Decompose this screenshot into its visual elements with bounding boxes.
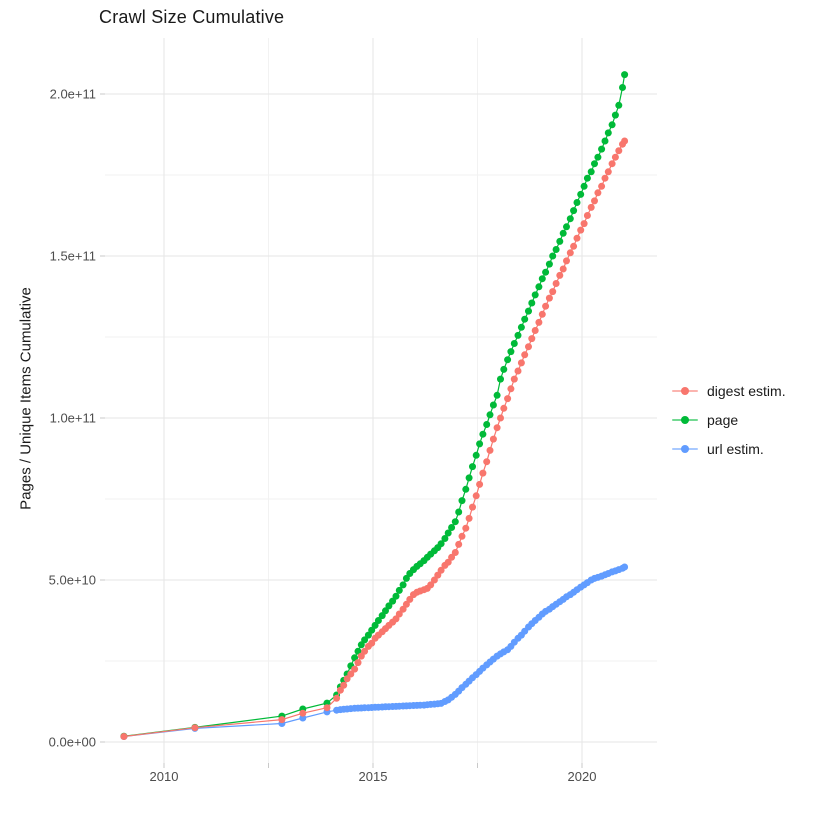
y-axis-title: Pages / Unique Items Cumulative xyxy=(17,287,35,510)
series-url-estim- xyxy=(120,563,629,740)
legend: digest estim. page url estim. xyxy=(672,381,786,459)
chart-title: Crawl Size Cumulative xyxy=(99,7,285,27)
legend-key-digest xyxy=(672,383,698,399)
legend-key-url xyxy=(672,441,698,457)
x-tick-label: 2010 xyxy=(150,769,179,784)
y-tick-label: 0.0e+00 xyxy=(49,735,96,750)
legend-label-digest: digest estim. xyxy=(707,383,786,399)
x-tick-label: 2015 xyxy=(359,769,388,784)
series-digest-estim- xyxy=(120,137,629,740)
y-tick-label: 5.0e+10 xyxy=(49,573,96,588)
legend-item-page: page xyxy=(672,410,786,430)
legend-dot-icon xyxy=(681,387,689,395)
y-tick-label: 2.0e+11 xyxy=(50,87,96,102)
legend-key-page xyxy=(672,412,698,428)
y-tick-label: 1.5e+11 xyxy=(50,249,96,264)
legend-dot-icon xyxy=(681,445,689,453)
legend-label-url: url estim. xyxy=(707,441,764,457)
legend-label-page: page xyxy=(707,412,739,428)
x-tick-label: 2020 xyxy=(568,769,597,784)
y-tick-label: 1.0e+11 xyxy=(50,411,96,426)
legend-dot-icon xyxy=(681,416,689,424)
legend-item-digest: digest estim. xyxy=(672,381,786,401)
legend-item-url: url estim. xyxy=(672,439,786,459)
